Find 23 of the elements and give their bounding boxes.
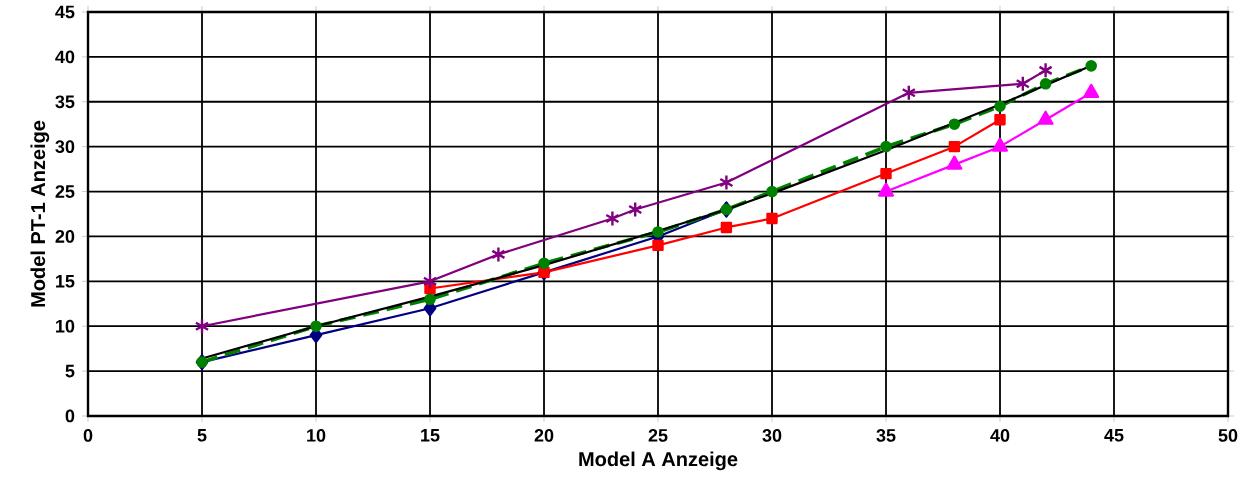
x-tick-label: 30 [762,429,782,442]
x-tick-label: 25 [648,429,668,442]
y-tick-label: 45 [55,5,75,19]
x-tick-label: 20 [534,429,554,442]
x-tick-label: 0 [83,429,93,442]
x-tick-label: 35 [876,429,896,442]
y-axis-title: Model PT-1 Anzeige [30,120,50,307]
y-tick-label: 25 [55,185,75,198]
y-tick-label: 30 [55,140,75,154]
x-axis-title: Model A Anzeige [579,451,738,471]
x-tick-label: 45 [1104,429,1124,442]
y-tick-label: 0 [65,409,75,423]
x-tick-label: 40 [990,429,1010,442]
y-tick-label: 5 [65,364,75,378]
y-tick-label: 10 [56,319,75,333]
y-tick-label: 35 [55,95,75,109]
x-tick-label: 5 [197,429,207,442]
y-tick-label: 15 [56,275,75,288]
x-tick-label: 15 [421,429,440,442]
y-tick-label: 20 [55,230,75,243]
x-tick-label: 50 [1218,429,1238,442]
x-tick-label: 10 [307,429,326,442]
y-tick-label: 40 [55,50,75,64]
